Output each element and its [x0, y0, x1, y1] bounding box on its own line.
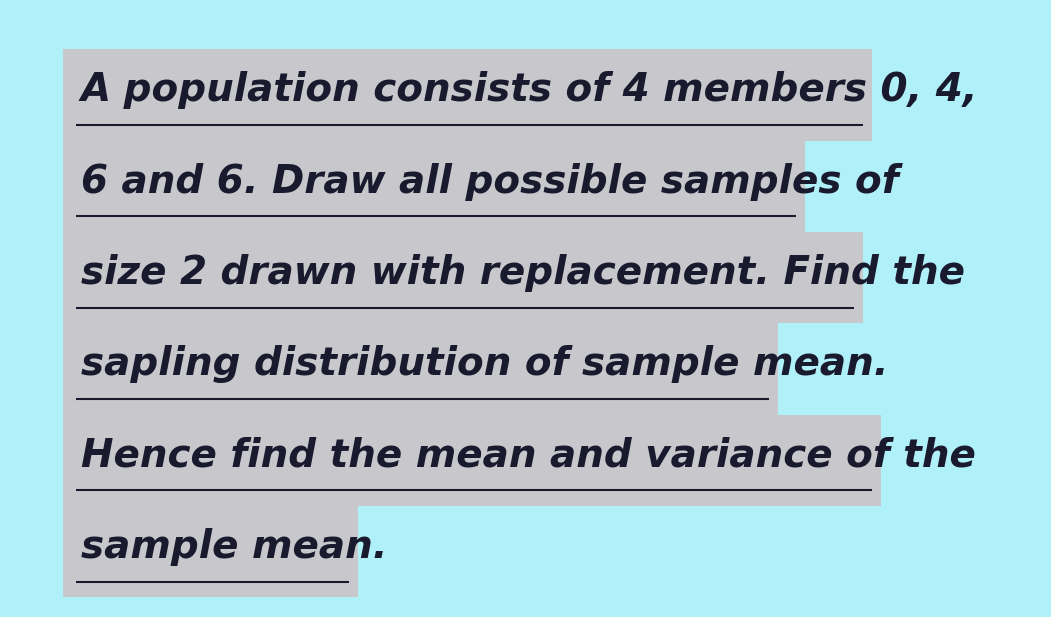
- Text: 6 and 6. Draw all possible samples of: 6 and 6. Draw all possible samples of: [81, 163, 899, 201]
- Bar: [63, 506, 358, 597]
- Bar: [63, 323, 779, 415]
- Text: sample mean.: sample mean.: [81, 528, 387, 566]
- Bar: [63, 141, 805, 232]
- Text: A population consists of 4 members 0, 4,: A population consists of 4 members 0, 4,: [81, 72, 978, 109]
- Bar: [63, 415, 882, 506]
- Bar: [63, 49, 872, 141]
- Text: Hence find the mean and variance of the: Hence find the mean and variance of the: [81, 437, 975, 474]
- Text: sapling distribution of sample mean.: sapling distribution of sample mean.: [81, 346, 888, 383]
- Text: size 2 drawn with replacement. Find the: size 2 drawn with replacement. Find the: [81, 254, 965, 292]
- Bar: [63, 232, 864, 323]
